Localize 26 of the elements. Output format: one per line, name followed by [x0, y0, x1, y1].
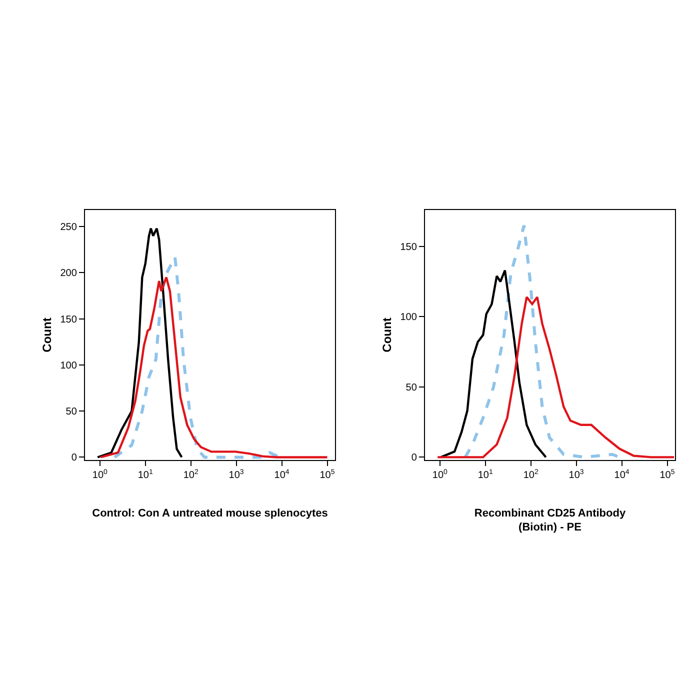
- x-tick-label: 10$^{1}$: [478, 468, 493, 482]
- x-tick-label: 10$^{5}$: [320, 468, 335, 482]
- y-tick-label: 200: [60, 268, 78, 280]
- y-tick-label: 250: [60, 222, 78, 234]
- y-tick-label: 100: [60, 360, 78, 372]
- x-tick-label: 10$^{0}$: [92, 468, 108, 482]
- x-tick-label: 10$^{1}$: [138, 468, 153, 482]
- x-axis-title: Control: Con A untreated mouse splenocytes: [92, 507, 328, 520]
- y-tick-label: 50: [66, 406, 78, 418]
- x-tick-label: 10$^{2}$: [523, 468, 538, 482]
- x-tick-label: 10$^{3}$: [568, 468, 584, 482]
- x-axis-title: Recombinant CD25 Antibody (Biotin) - PE: [474, 507, 626, 534]
- y-tick-label: 150: [400, 242, 418, 254]
- y-axis-title: Count: [40, 318, 54, 352]
- x-tick-label: 10$^{3}$: [228, 468, 244, 482]
- x-tick-label: 10$^{4}$: [614, 468, 630, 482]
- x-tick-label: 10$^{2}$: [183, 468, 198, 482]
- y-tick-label: 150: [60, 314, 78, 326]
- y-tick-label: 50: [406, 382, 418, 394]
- y-axis-title: Count: [380, 318, 394, 352]
- y-tick-label: 0: [411, 452, 418, 464]
- x-tick-label: 10$^{4}$: [274, 468, 290, 482]
- x-tick-label: 10$^{5}$: [660, 468, 675, 482]
- x-tick-label: 10$^{0}$: [432, 468, 448, 482]
- y-tick-label: 100: [400, 312, 418, 324]
- y-tick-label: 0: [71, 452, 78, 464]
